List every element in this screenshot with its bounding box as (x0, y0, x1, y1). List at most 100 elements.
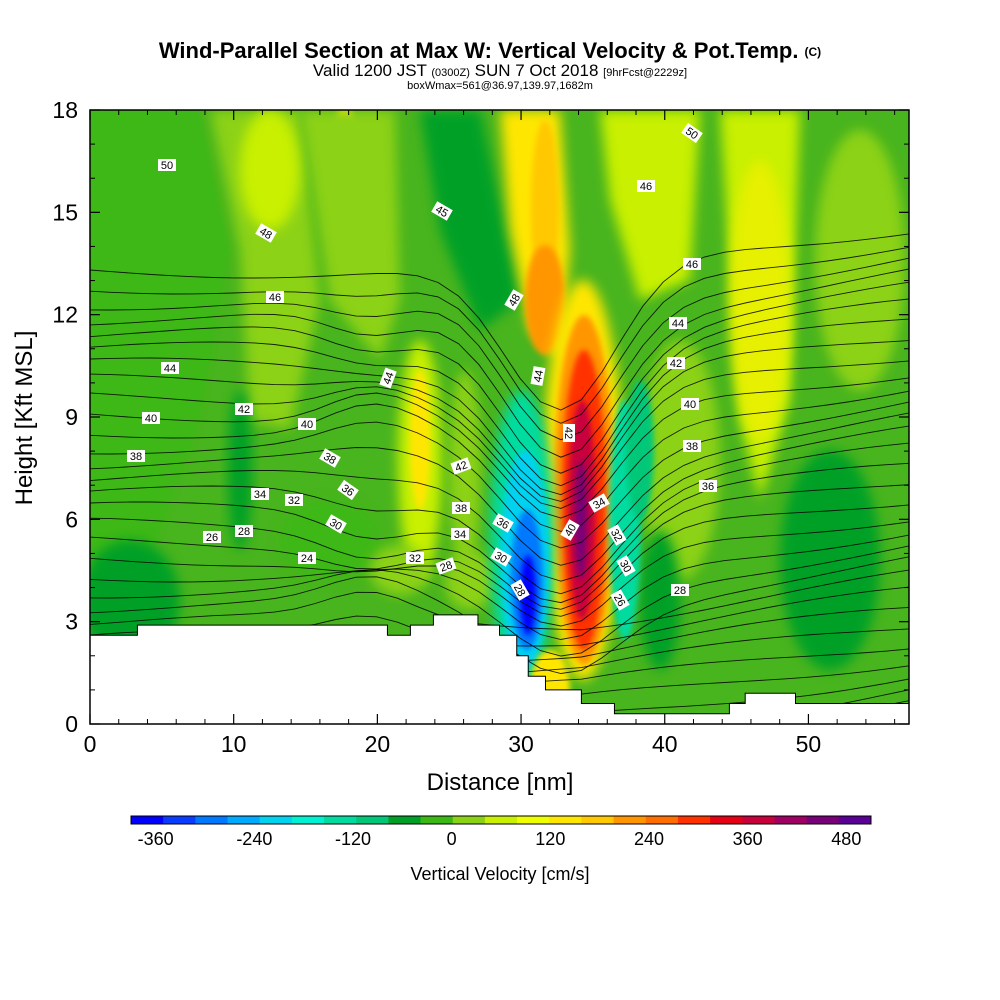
contour-label-text: 40 (301, 419, 313, 431)
contour-label-text: 48 (257, 226, 274, 243)
y-tick-label: 6 (65, 506, 78, 532)
contour-label: 36 (699, 480, 717, 493)
colorbar-swatch (291, 816, 325, 824)
isentrope-line (90, 484, 909, 610)
contour-label: 36 (492, 513, 514, 533)
contour-label: 28 (235, 525, 253, 538)
contour-label: 50 (681, 122, 703, 144)
isentrope-line (90, 425, 909, 582)
colorbar-tick-label: 240 (634, 829, 664, 849)
contour-label: 34 (588, 493, 610, 513)
contour-label-text: 30 (617, 558, 634, 575)
contour-label: 38 (452, 502, 470, 515)
colorbar-swatch (484, 816, 518, 824)
contour-label-bg (504, 289, 524, 311)
contour-label-text: 26 (206, 532, 218, 544)
contour-label-text: 46 (686, 259, 698, 271)
contour-label-text: 40 (145, 413, 157, 425)
colorbar-swatch (227, 816, 261, 824)
contour-label-bg (203, 531, 221, 543)
colorbar-tick-label: -120 (335, 829, 371, 849)
contour-label-bg (671, 584, 689, 596)
contour-label-text: 36 (339, 482, 356, 499)
isentrope-line (90, 281, 909, 474)
contour-label: 32 (285, 494, 303, 507)
colorbar-swatch (195, 816, 228, 824)
contour-label-bg (560, 519, 580, 541)
isentrope-line (90, 534, 909, 640)
terrain-mask (90, 614, 909, 724)
isentrope-line (90, 390, 909, 532)
field-patch (575, 460, 587, 580)
contour-label-bg (683, 440, 701, 452)
contour-label-text: 44 (164, 363, 176, 375)
contour-label: 26 (610, 589, 630, 611)
isentrope-line (90, 401, 909, 549)
contour-label-text: 32 (608, 527, 625, 544)
field-patch (780, 450, 880, 670)
contour-label-bg (298, 552, 316, 564)
contour-label-text: 38 (130, 451, 142, 463)
contour-label: 44 (530, 366, 546, 386)
contour-label-bg (683, 258, 701, 270)
field-patch (410, 370, 430, 510)
contour-label-text: 36 (494, 516, 511, 533)
colorbar-swatch (613, 816, 647, 824)
y-tick-label: 0 (65, 711, 78, 737)
contour-labels: 50 50 48 46 45 48 46 46 44 44 44 44 42 42 42 40 40 40 38 38… (127, 122, 717, 611)
field-patch (228, 390, 252, 550)
contour-label: 34 (251, 488, 269, 501)
contour-label-bg (235, 525, 253, 537)
contour-label-text: 40 (563, 522, 580, 539)
contour-label-text: 30 (492, 550, 509, 567)
contour-label-bg (255, 223, 277, 243)
isentrope-line (90, 793, 909, 836)
colorbar-swatch (806, 816, 840, 824)
field-patch (640, 340, 720, 580)
contour-label-text: 44 (532, 369, 546, 383)
x-axis-label: Distance [nm] (427, 769, 574, 796)
contour-label-bg (325, 514, 347, 534)
contour-label-bg (637, 180, 655, 192)
colorbar-swatch (774, 816, 808, 824)
contour-label: 38 (127, 450, 145, 463)
contour-label-bg (510, 579, 530, 601)
contour-label-bg (610, 589, 630, 611)
colorbar-label: Vertical Velocity [cm/s] (410, 864, 589, 884)
contour-label: 38 (683, 440, 701, 453)
contour-label: 44 (161, 362, 179, 375)
contour-label-text: 44 (381, 371, 396, 387)
colorbar-swatch (710, 816, 743, 824)
contour-label-bg (251, 488, 269, 500)
isentrope-line (90, 233, 909, 411)
contour-label-bg (616, 555, 636, 577)
contour-label: 46 (266, 291, 284, 304)
contour-label-bg (681, 398, 699, 410)
x-tick-label: 40 (652, 731, 678, 757)
y-tick-label: 18 (52, 97, 78, 123)
contour-label-bg (319, 448, 341, 468)
isentrope-line (90, 504, 909, 617)
chart-subtitle: Valid 1200 JST (0300Z) SUN 7 Oct 2018 [9… (313, 61, 687, 80)
colorbar-tick-label: 120 (535, 829, 565, 849)
isentrope-line (90, 246, 909, 424)
contour-label-bg (492, 513, 514, 533)
contour-label: 38 (319, 448, 341, 468)
contour-label: 34 (451, 528, 469, 541)
contour-label-bg (266, 291, 284, 303)
contour-label: 42 (235, 403, 253, 416)
contour-label-bg (337, 479, 359, 501)
contour-label-text: 32 (409, 553, 421, 565)
contour-label: 44 (379, 367, 397, 389)
contour-label-bg (435, 557, 457, 575)
contour-label: 42 (667, 357, 685, 370)
colorbar-swatch (420, 816, 454, 824)
colorbar-swatch (645, 816, 679, 824)
contour-label: 42 (562, 424, 575, 442)
colorbar-frame (130, 815, 872, 825)
contour-label-text: 28 (511, 582, 528, 599)
field-patch (815, 130, 905, 390)
colorbar-swatch (517, 816, 550, 824)
